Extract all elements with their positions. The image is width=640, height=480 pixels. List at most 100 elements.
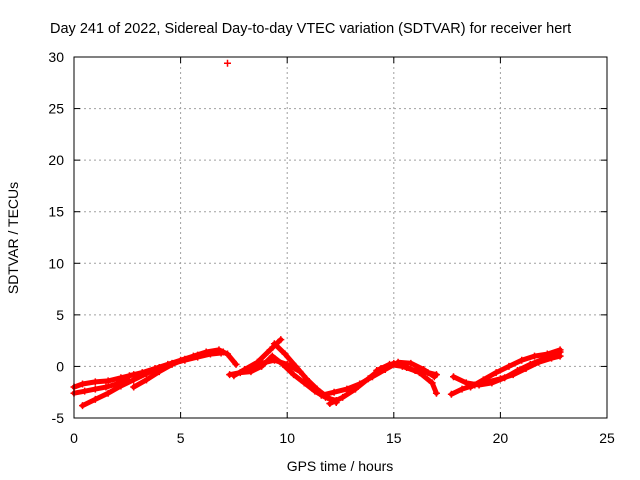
- plot-frame: [73, 56, 608, 419]
- axis-ticks: [73, 56, 608, 419]
- data-point: [386, 360, 394, 368]
- series-trace-15: [467, 346, 564, 391]
- data-point: [104, 377, 112, 385]
- data-point: [130, 376, 138, 384]
- y-tick-label: 15: [48, 204, 64, 220]
- data-point: [462, 379, 470, 387]
- data-point: [202, 348, 210, 356]
- data-point: [232, 360, 240, 368]
- data-point: [283, 360, 291, 368]
- data-point: [177, 356, 185, 364]
- data-point: [224, 350, 232, 358]
- data-point: [164, 360, 172, 368]
- series-trace-12: [373, 360, 440, 379]
- data-point: [317, 391, 325, 399]
- data-point: [398, 362, 406, 370]
- data-point: [281, 350, 289, 358]
- data-point: [556, 346, 564, 354]
- y-tick-labels: -5 0 5 10 15 20 25 30: [48, 49, 64, 426]
- data-point: [302, 375, 310, 383]
- grid-lines: [74, 57, 607, 418]
- data-point: [479, 376, 487, 384]
- data-point: [458, 385, 466, 393]
- chart-title: Day 241 of 2022, Sidereal Day-to-day VTE…: [50, 21, 571, 37]
- data-point: [151, 364, 159, 372]
- data-point: [125, 372, 133, 380]
- data-point: [296, 368, 304, 376]
- data-point: [102, 383, 110, 391]
- data-point: [91, 395, 99, 403]
- x-tick-label: 5: [177, 430, 185, 446]
- data-point: [364, 375, 372, 383]
- data-point: [313, 385, 321, 393]
- x-tick-label: 20: [493, 430, 509, 446]
- data-point: [300, 379, 308, 387]
- data-point: [266, 346, 274, 354]
- data-point: [488, 379, 496, 387]
- data-point: [326, 400, 334, 408]
- data-point: [373, 367, 381, 375]
- y-tick-label: 0: [56, 358, 64, 374]
- x-tick-label: 0: [70, 430, 78, 446]
- series-line: [126, 347, 239, 379]
- data-traces: [70, 59, 564, 410]
- x-axis-label: GPS time / hours: [287, 458, 394, 474]
- data-point: [492, 369, 500, 377]
- y-tick-label: 25: [48, 101, 64, 117]
- data-point: [117, 382, 125, 390]
- data-point: [467, 383, 475, 391]
- data-point: [258, 359, 266, 367]
- data-point: [79, 402, 87, 410]
- data-point: [432, 389, 440, 397]
- x-tick-label: 25: [599, 430, 615, 446]
- series-trace-5: [125, 346, 240, 380]
- data-point: [330, 388, 338, 396]
- data-point: [501, 374, 509, 382]
- data-point: [215, 346, 223, 354]
- x-tick-label: 10: [279, 430, 295, 446]
- data-point: [91, 385, 99, 393]
- data-point: [81, 387, 89, 395]
- data-point: [270, 340, 278, 348]
- data-point: [424, 369, 432, 377]
- x-tick-label: 15: [386, 430, 402, 446]
- data-point: [79, 380, 87, 388]
- y-tick-label: 20: [48, 152, 64, 168]
- y-axis-label: SDTVAR / TECUs: [5, 182, 21, 294]
- data-point: [449, 373, 457, 381]
- data-point: [447, 390, 455, 398]
- data-point: [531, 352, 539, 360]
- data-point: [104, 389, 112, 397]
- data-point: [189, 352, 197, 360]
- data-point: [432, 371, 440, 379]
- x-tick-labels: 0 5 10 15 20 25: [70, 430, 615, 446]
- data-point: [518, 356, 526, 364]
- y-tick-label: 10: [48, 255, 64, 271]
- data-point: [142, 376, 150, 384]
- data-point: [130, 383, 138, 391]
- series-outlier: [224, 59, 232, 67]
- y-tick-label: 5: [56, 307, 64, 323]
- data-point: [407, 359, 415, 367]
- data-point: [505, 362, 513, 370]
- y-tick-label: -5: [52, 410, 65, 426]
- data-point: [277, 336, 285, 344]
- data-point: [339, 393, 347, 401]
- data-point: [343, 385, 351, 393]
- data-point: [411, 367, 419, 375]
- data-point: [270, 356, 278, 364]
- data-point: [138, 369, 146, 377]
- data-point: [290, 371, 298, 379]
- data-point: [351, 385, 359, 393]
- series-trace-9: [245, 356, 304, 376]
- data-point: [526, 360, 534, 368]
- data-point: [543, 350, 551, 358]
- data-point: [91, 378, 99, 386]
- data-point: [230, 372, 238, 380]
- data-point: [224, 59, 232, 67]
- data-point: [428, 379, 436, 387]
- data-point: [245, 364, 253, 372]
- y-tick-label: 30: [48, 49, 64, 65]
